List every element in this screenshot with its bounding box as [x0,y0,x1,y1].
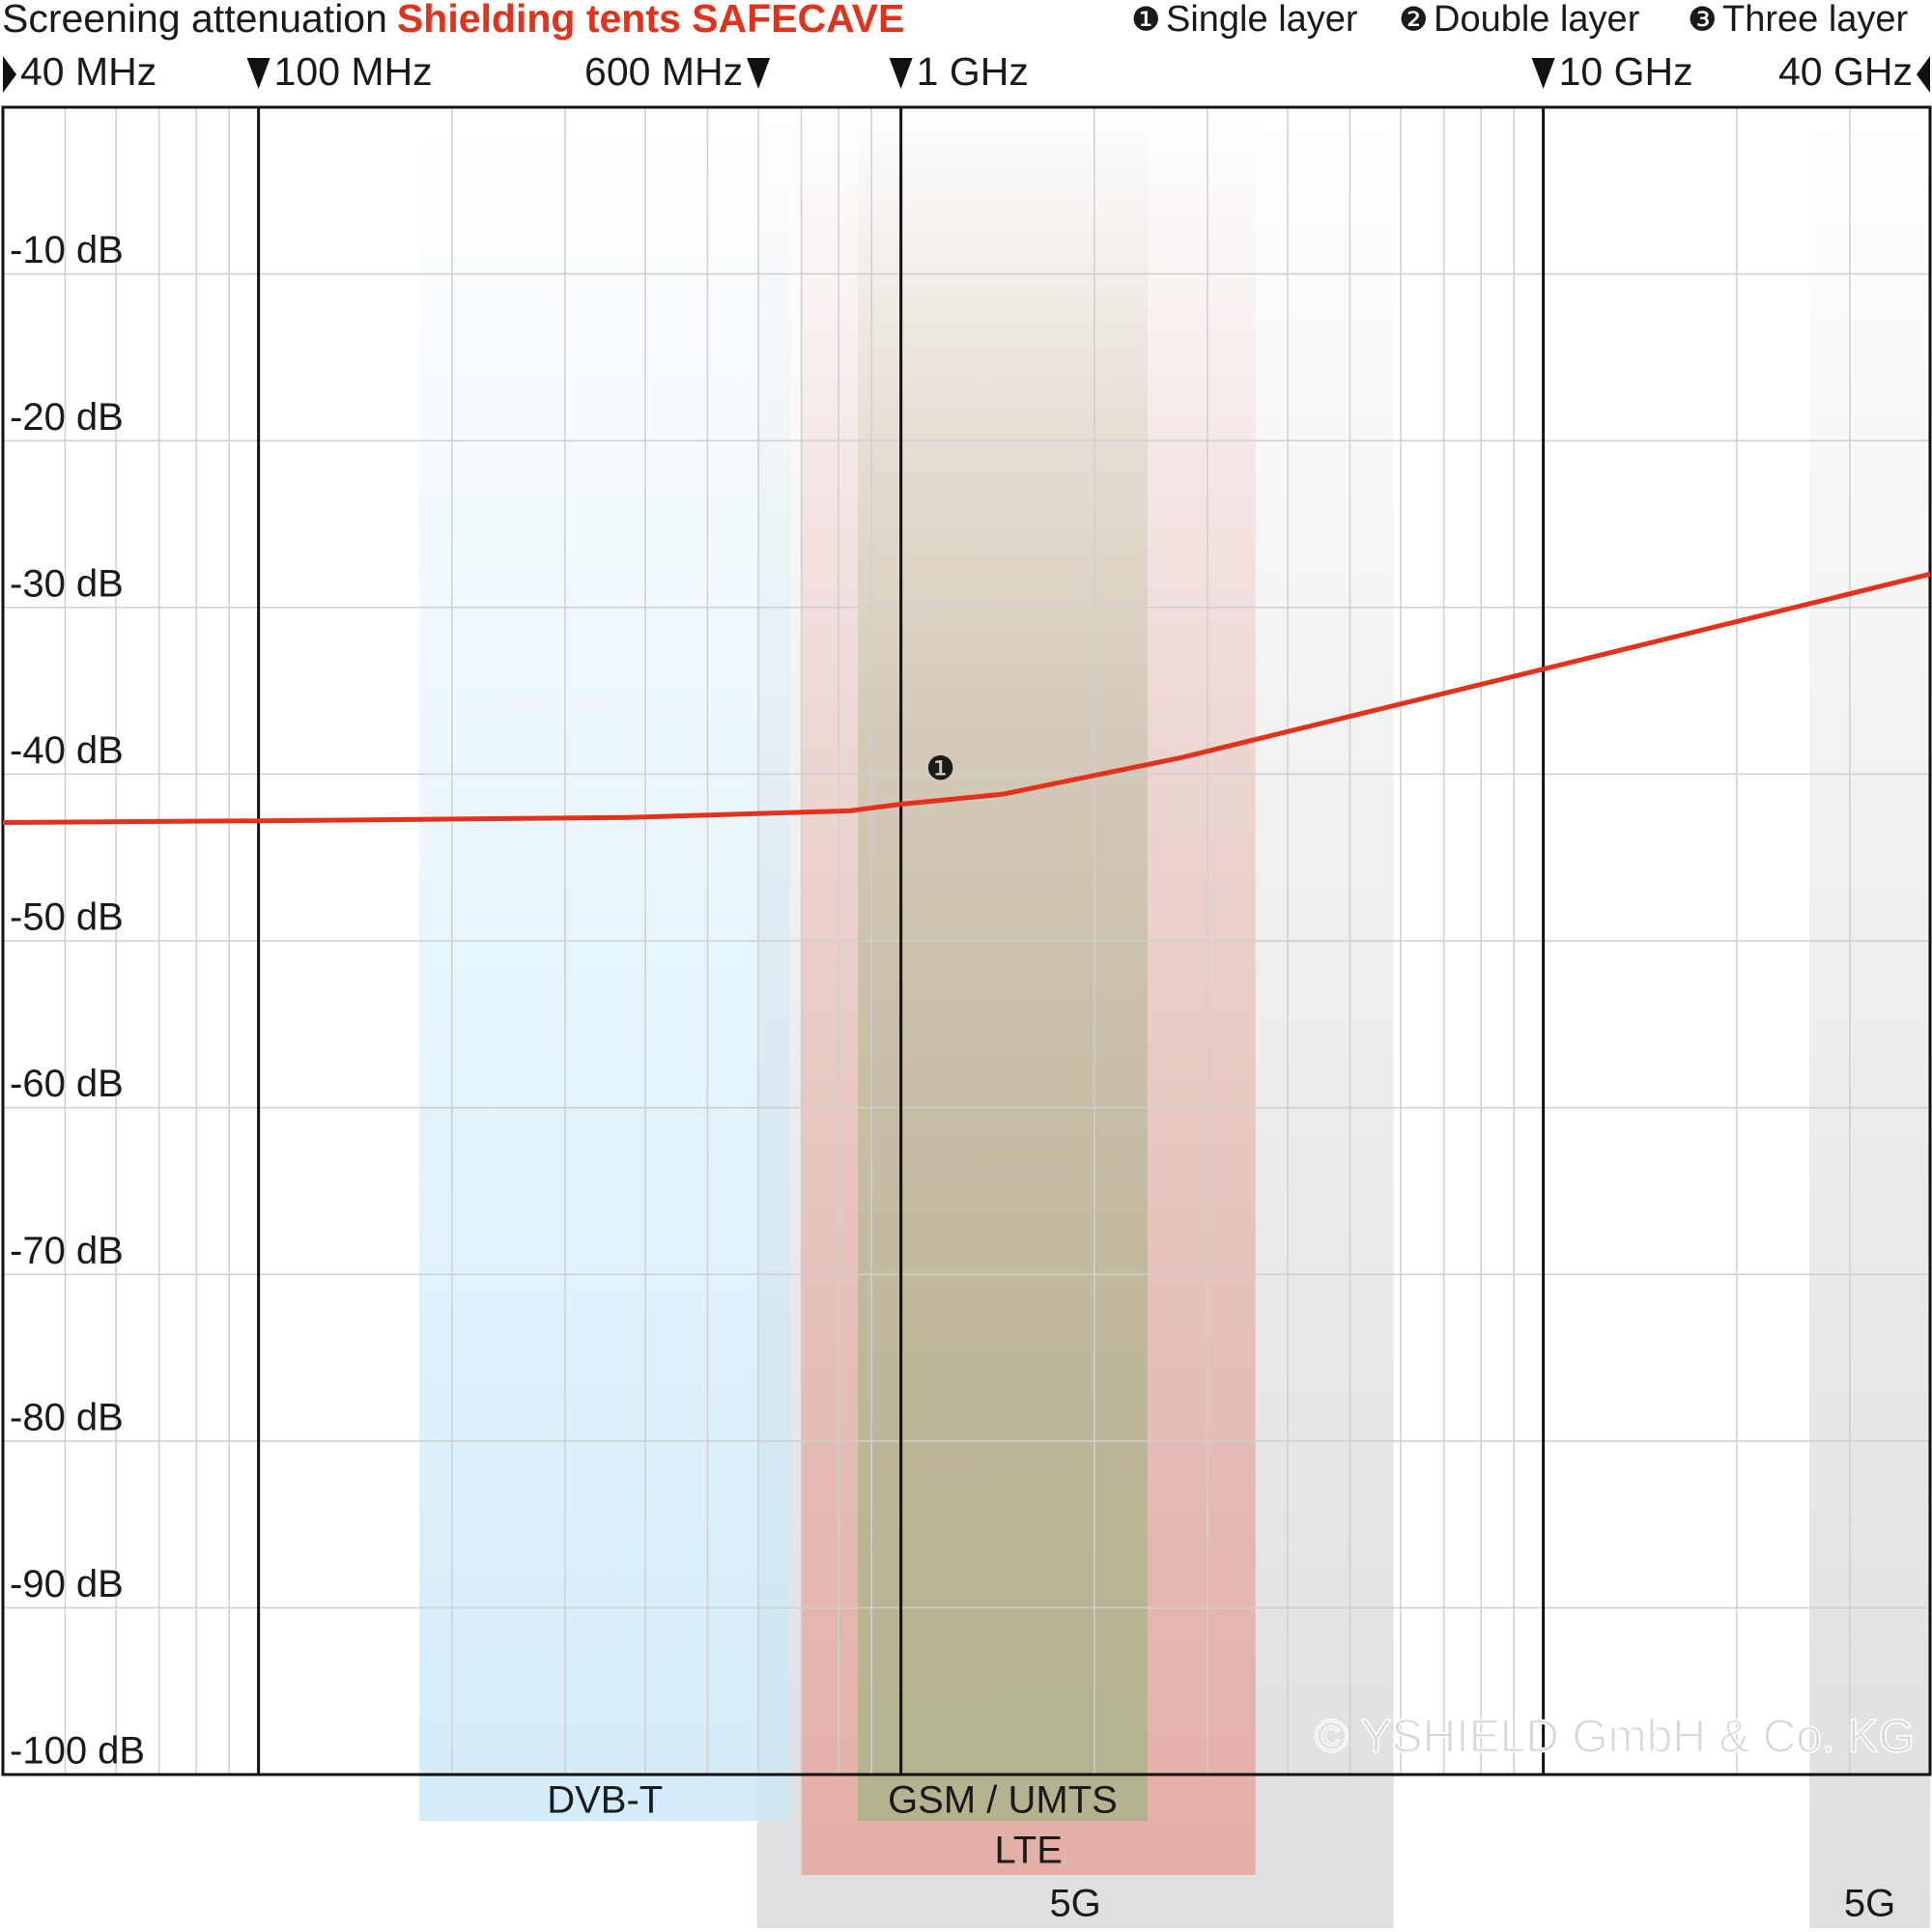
x-tick-label: 40 GHz [1778,49,1913,94]
x-tick-label: 600 MHz [584,49,743,94]
y-tick-label: -20 dB [10,396,124,439]
y-tick-label: -30 dB [10,562,124,605]
legend-symbol: ❶ [1131,1,1160,40]
frequency-band [858,107,1148,1821]
x-tick-marker [246,58,270,89]
band-label: 5G [1844,1883,1895,1925]
legend-label: Single layer [1166,0,1358,40]
y-tick-label: -60 dB [10,1063,124,1105]
frequency-band [419,107,791,1821]
x-tick-label: 10 GHz [1559,49,1693,94]
chart-subtitle: Shielding tents SAFECAVE [397,0,904,41]
band-label: DVB-T [547,1779,663,1822]
plot: © YSHIELD GmbH & Co. KG ❶ [2,571,1931,1763]
legend-label: Three layer [1722,0,1909,40]
chart-title: Screening attenuation [2,0,387,41]
x-tick-marker [3,56,16,93]
data-line [2,571,1931,825]
y-tick-label: -90 dB [10,1563,124,1605]
x-tick-label: 1 GHz [917,49,1029,94]
plot-frame [1,105,1932,1776]
x-tick-marker [889,58,913,89]
labels: Screening attenuation Shielding tents SA… [2,0,1930,1773]
series-marker: ❶ [925,750,954,788]
y-tick-label: -10 dB [10,229,124,271]
legend-symbol: ❸ [1688,1,1717,40]
x-tick-marker [1917,56,1930,93]
grid [1,105,1932,1776]
y-tick-label: -80 dB [10,1396,124,1438]
y-tick-label: -70 dB [10,1230,124,1272]
x-tick-label: 40 MHz [20,49,156,94]
y-tick-label: -40 dB [10,729,124,772]
legend-label: Double layer [1434,0,1640,40]
y-tick-label: -100 dB [10,1730,145,1773]
x-tick-label: 100 MHz [274,49,433,94]
x-tick-marker [1531,58,1555,89]
band-label: GSM / UMTS [888,1779,1118,1822]
band-label: LTE [994,1830,1062,1872]
copyright: © YSHIELD GmbH & Co. KG [1315,1712,1915,1763]
legend-symbol: ❷ [1399,1,1428,40]
band-label: 5G [1049,1883,1100,1925]
y-tick-label: -50 dB [10,896,124,939]
frequency-band [1809,107,1930,1928]
x-tick-marker [747,58,771,89]
